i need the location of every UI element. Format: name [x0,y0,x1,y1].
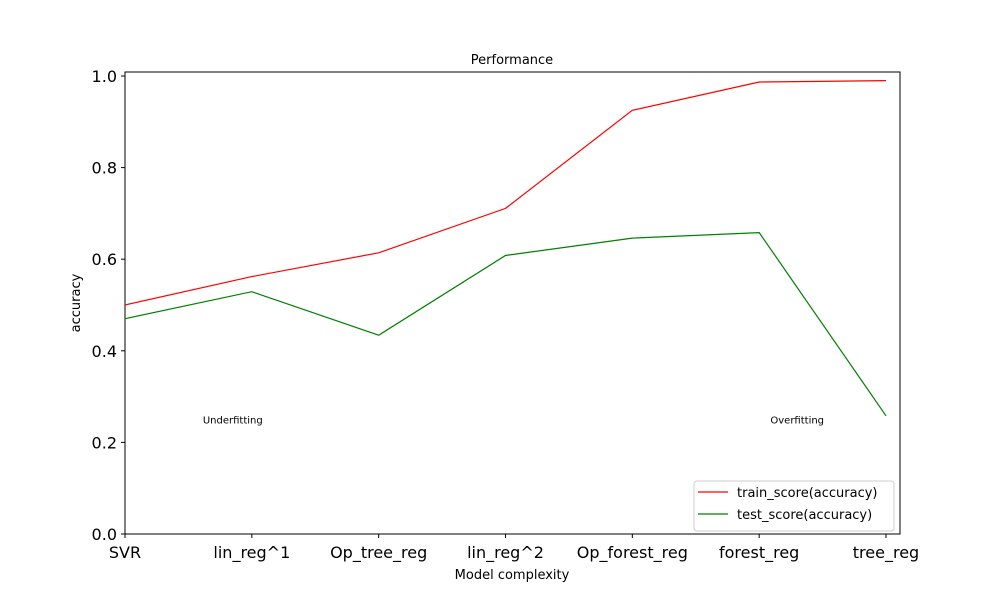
annotation-1: Overfitting [770,416,824,427]
x-tick-label-1: lin_reg^1 [213,543,290,563]
legend-box [693,480,895,532]
plot-area: 0.0 0.2 0.4 0.6 0.8 1.0 SVR lin_reg^1 Op_tree_re… [92,67,920,563]
x-tick-label-6: tree_reg [853,543,919,563]
y-tick-label-2: 0.4 [92,342,117,361]
x-tick-label-3: lin_reg^2 [467,543,544,563]
y-tick-label-4: 0.8 [92,159,117,178]
legend-label-1: test_score(accuracy) [737,508,872,523]
y-tick-label-5: 1.0 [92,67,117,86]
legend-label-0: train_score(accuracy) [737,486,878,501]
y-axis-label: accuracy [69,273,84,332]
chart-title: Performance [471,53,553,68]
series-line-1 [124,231,887,417]
x-tick-label-0: SVR [109,543,141,562]
x-axis-label: Model complexity [455,568,570,583]
series-line-0 [124,80,887,306]
y-tick-label-3: 0.6 [92,250,117,269]
x-tick-label-2: Op_tree_reg [330,543,427,563]
x-tick-label-4: Op_forest_reg [577,543,688,563]
y-tick-label-0: 0.0 [92,525,117,544]
x-tick-label-5: forest_reg [719,543,799,563]
annotation-0: Underfitting [203,416,263,427]
legend: train_score(accuracy) test_score(accuracy… [693,480,895,532]
plot-frame [124,71,901,535]
y-tick-label-1: 0.2 [92,433,117,452]
